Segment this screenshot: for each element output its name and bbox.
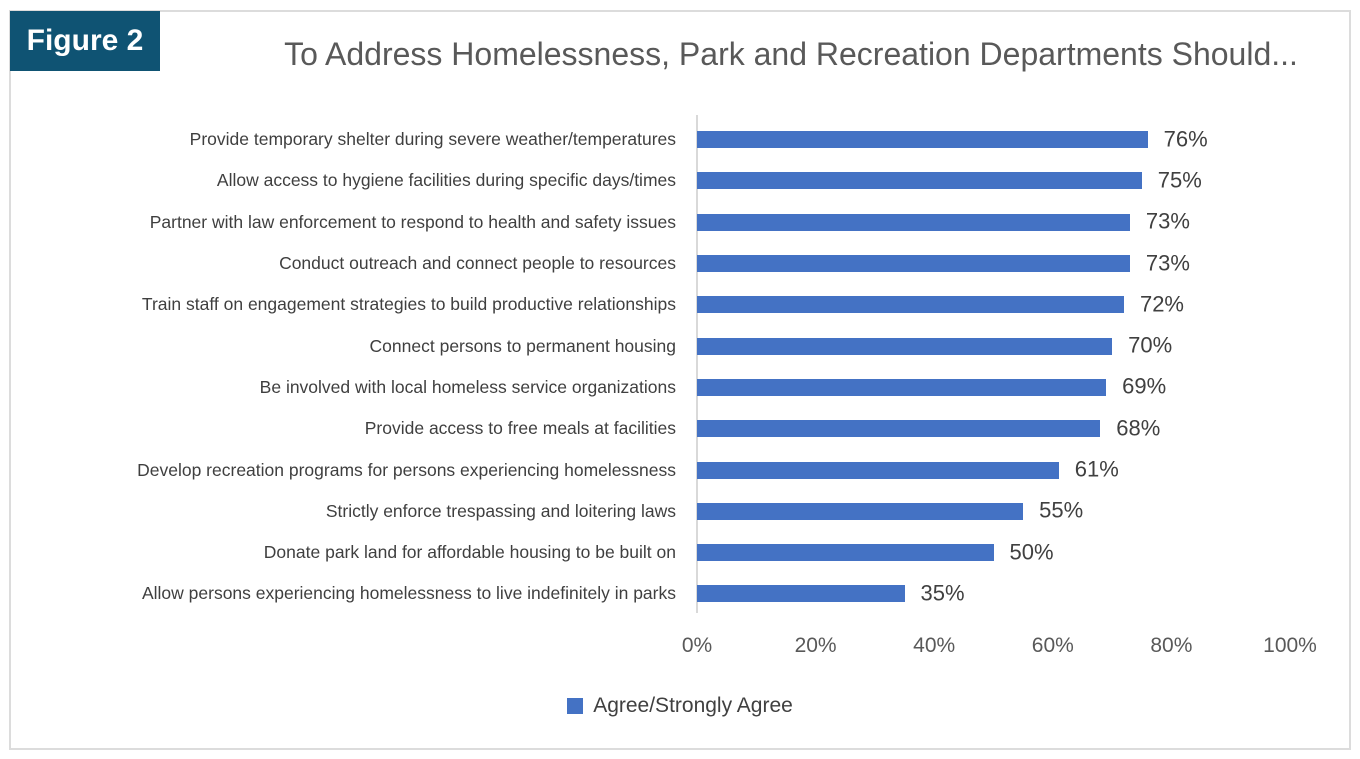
- figure-label: Figure 2: [10, 11, 160, 71]
- bar-track: 76%: [697, 126, 1290, 151]
- bar: [697, 544, 994, 562]
- chart-title: To Address Homelessness, Park and Recrea…: [284, 36, 1298, 72]
- category-label: Strictly enforce trespassing and loiteri…: [325, 500, 676, 521]
- bar-row: Provide temporary shelter during severe …: [0, 119, 1360, 160]
- bar: [697, 337, 1113, 355]
- bar-row: Provide access to free meals at faciliti…: [0, 408, 1360, 449]
- bar-track: 72%: [697, 291, 1290, 316]
- value-label: 75%: [1157, 167, 1202, 193]
- x-axis-tick-label: 40%: [913, 634, 956, 657]
- legend-swatch-icon: [567, 698, 584, 714]
- bar-track: 75%: [697, 167, 1290, 192]
- bar-track: 61%: [697, 456, 1290, 481]
- bar: [697, 461, 1059, 479]
- value-label: 50%: [1009, 539, 1054, 565]
- bar-track: 69%: [697, 374, 1290, 399]
- bar-row: Develop recreation programs for persons …: [0, 449, 1360, 490]
- category-label: Train staff on engagement strategies to …: [141, 294, 676, 315]
- value-label: 55%: [1039, 497, 1084, 523]
- value-label: 61%: [1074, 456, 1119, 482]
- bar: [697, 378, 1107, 396]
- bar: [697, 420, 1101, 438]
- bar: [697, 213, 1130, 231]
- bar: [697, 502, 1024, 520]
- bar-row: Conduct outreach and connect people to r…: [0, 243, 1360, 284]
- bar: [697, 172, 1142, 190]
- bar-row: Connect persons to permanent housing 70%: [0, 325, 1360, 366]
- legend: Agree/Strongly Agree: [0, 694, 1360, 718]
- y-axis-line: [696, 115, 698, 613]
- bar: [697, 131, 1148, 149]
- bar-row: Be involved with local homeless service …: [0, 367, 1360, 408]
- bar: [697, 296, 1124, 314]
- category-label: Develop recreation programs for persons …: [137, 459, 676, 480]
- x-axis-tick-label: 100%: [1263, 634, 1317, 657]
- category-label: Connect persons to permanent housing: [369, 335, 676, 356]
- x-axis-tick-label: 20%: [794, 634, 837, 657]
- bar-track: 35%: [697, 580, 1290, 605]
- value-label: 69%: [1122, 373, 1167, 399]
- bar-row: Donate park land for affordable housing …: [0, 532, 1360, 573]
- bar-row: Allow persons experiencing homelessness …: [0, 573, 1360, 614]
- bar-track: 68%: [697, 415, 1290, 440]
- value-label: 76%: [1163, 126, 1208, 152]
- bar-row: Strictly enforce trespassing and loiteri…: [0, 491, 1360, 532]
- bar-row: Allow access to hygiene facilities durin…: [0, 160, 1360, 201]
- value-label: 68%: [1116, 415, 1161, 441]
- category-label: Donate park land for affordable housing …: [263, 542, 676, 563]
- legend-label: Agree/Strongly Agree: [593, 694, 793, 717]
- bar: [697, 585, 905, 603]
- bar-rows: Provide temporary shelter during severe …: [0, 119, 1360, 615]
- value-label: 70%: [1128, 332, 1173, 358]
- bar-track: 50%: [697, 539, 1290, 564]
- value-label: 73%: [1145, 250, 1190, 276]
- bar-track: 73%: [697, 250, 1290, 275]
- bar-track: 55%: [697, 498, 1290, 523]
- category-label: Provide temporary shelter during severe …: [189, 129, 676, 150]
- value-label: 72%: [1139, 291, 1184, 317]
- category-label: Conduct outreach and connect people to r…: [279, 253, 676, 274]
- x-axis-tick-label: 80%: [1150, 634, 1193, 657]
- value-label: 73%: [1145, 208, 1190, 234]
- category-label: Provide access to free meals at faciliti…: [364, 418, 676, 439]
- value-label: 35%: [920, 580, 965, 606]
- bar-row: Partner with law enforcement to respond …: [0, 202, 1360, 243]
- bar: [697, 255, 1130, 273]
- category-label: Allow persons experiencing homelessness …: [141, 583, 676, 604]
- bar-row: Train staff on engagement strategies to …: [0, 284, 1360, 325]
- x-axis: 0% 20% 40% 60% 80% 100%: [0, 634, 1360, 662]
- category-label: Be involved with local homeless service …: [259, 376, 676, 397]
- category-label: Allow access to hygiene facilities durin…: [216, 170, 676, 191]
- x-axis-tick-label: 0%: [681, 634, 713, 657]
- bar-track: 70%: [697, 333, 1290, 358]
- category-label: Partner with law enforcement to respond …: [149, 211, 676, 232]
- x-axis-tick-label: 60%: [1031, 634, 1074, 657]
- bar-track: 73%: [697, 209, 1290, 234]
